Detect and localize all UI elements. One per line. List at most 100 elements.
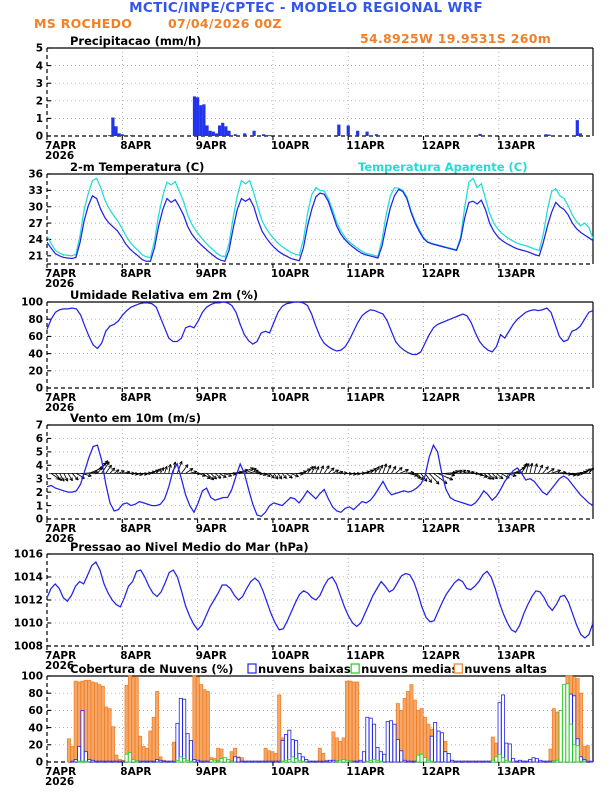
cloud-low-bar: [236, 757, 241, 763]
cloud-low-bar: [321, 760, 326, 763]
cloud-low-bar: [283, 734, 288, 763]
y-axis-tick-label: 0: [36, 383, 43, 395]
cloud-low-bar: [545, 760, 550, 763]
cloud-low-bar: [270, 760, 275, 763]
cloud-low-bar: [287, 729, 292, 763]
y-axis-tick-label: 0: [36, 514, 43, 526]
cloud-high-bar: [402, 697, 407, 763]
cloud-mid-bar: [219, 758, 224, 763]
cloud-mid-bar: [348, 760, 353, 763]
legend-label: nuvens medias: [361, 662, 458, 676]
x-axis-tick-label: 13APR: [497, 766, 536, 778]
cloud-mid-bar: [229, 760, 234, 763]
cloud-high-bar: [416, 710, 421, 763]
y-axis-tick-label: 1: [36, 500, 43, 512]
cloud-high-bar: [351, 681, 356, 763]
cloud-low-bar: [365, 716, 370, 763]
y-axis-tick-label: 40: [28, 722, 43, 734]
precip-bar: [224, 126, 228, 136]
x-axis-tick-label: 8APR: [120, 766, 151, 778]
cloud-high-bar: [107, 708, 112, 763]
cloud-low-bar: [246, 760, 251, 763]
cloud-high-bar: [267, 750, 271, 763]
cloud-mid-bar: [297, 759, 302, 763]
cloud-low-bar: [504, 742, 509, 763]
cloud-high-bar: [70, 746, 75, 763]
x-axis-tick-label: 13APR: [497, 268, 536, 280]
cloud-low-bar: [161, 760, 166, 763]
cloud-low-bar: [402, 759, 407, 763]
cloud-low-bar: [199, 760, 204, 763]
cloud-mid-bar: [287, 759, 292, 763]
cloud-low-bar: [243, 760, 248, 763]
precip-bar: [243, 133, 247, 136]
precip-bar: [233, 134, 237, 136]
cloud-high-bar: [317, 747, 322, 763]
cloud-mid-bar: [216, 760, 221, 763]
cloud-low-bar: [260, 760, 265, 763]
panel-cloud-cover: Cobertura de Nuvens (%) nuvens baixas nuve…: [0, 662, 612, 788]
cloud-high-bar: [141, 746, 146, 763]
cloud-mid-bar: [300, 760, 305, 763]
cloud-low-bar: [273, 760, 278, 763]
precip-bar: [252, 130, 256, 136]
cloud-high-bar: [585, 745, 590, 763]
y-axis-tick-label: 100: [21, 297, 43, 309]
precip-bar: [208, 130, 212, 136]
cloud-high-bar: [94, 682, 99, 763]
panel-title: Vento em 10m (m/s): [70, 411, 201, 425]
x-axis-tick-label: 10APR: [271, 650, 310, 662]
cloud-high-bar: [355, 681, 360, 763]
y-axis-tick-label: 80: [28, 314, 43, 326]
cloud-low-bar: [189, 740, 193, 763]
y-axis-tick-label: 20: [28, 740, 43, 752]
x-axis-tick-label: 11APR: [346, 650, 385, 662]
cloud-mid-bar: [572, 744, 577, 763]
cloud-mid-bar: [341, 759, 346, 763]
cloud-low-bar: [121, 760, 126, 763]
cloud-low-bar: [538, 759, 543, 763]
cloud-mid-bar: [77, 760, 82, 763]
cloud-low-bar: [446, 753, 451, 763]
cloud-mid-bar: [504, 759, 509, 763]
x-axis-tick-label: 13APR: [497, 392, 536, 404]
x-axis-year-label: 2026: [45, 533, 74, 545]
cloud-low-bar: [277, 760, 282, 763]
cloud-low-bar: [141, 760, 146, 763]
x-axis-year-label: 2026: [45, 660, 74, 672]
pressure-line: [46, 561, 594, 639]
panel-title: Pressao ao Nivel Medio do Mar (hPa): [70, 540, 309, 554]
precip-bar: [547, 134, 551, 136]
cloud-mid-bar: [507, 760, 512, 763]
x-axis-tick-label: 8APR: [120, 523, 151, 535]
cloud-low-bar: [514, 760, 519, 763]
cloud-high-bar: [87, 679, 92, 763]
panel-title: Umidade Relativa em 2m (%): [70, 288, 258, 302]
cloud-mid-bar: [222, 757, 227, 763]
cloud-mid-bar: [419, 753, 424, 763]
cloud-mid-bar: [558, 710, 563, 763]
cloud-low-bar: [436, 730, 441, 763]
y-axis-tick-label: 30: [28, 201, 43, 213]
cloud-high-bar: [321, 753, 326, 763]
cloud-high-bar: [97, 684, 102, 763]
cloud-low-bar: [168, 760, 173, 763]
precip-bar: [487, 135, 492, 137]
y-axis-tick-label: 5: [36, 447, 43, 459]
x-axis-tick-label: 11APR: [346, 268, 385, 280]
precip-bar: [578, 133, 583, 136]
cloud-high-bar: [127, 675, 132, 763]
cloud-low-bar: [77, 746, 82, 763]
legend-swatch: [350, 663, 360, 674]
cloud-low-bar: [328, 759, 333, 763]
cloud-high-bar: [579, 692, 583, 763]
cloud-mid-bar: [494, 756, 499, 763]
cloud-low-bar: [399, 750, 404, 763]
x-axis-tick-label: 10APR: [271, 140, 310, 152]
cloud-low-bar: [534, 758, 539, 763]
cloud-high-bar: [341, 737, 346, 763]
cloud-high-bar: [334, 737, 339, 763]
y-axis-tick-label: 2: [36, 487, 43, 499]
wind-speed-line: [46, 443, 594, 518]
y-axis-tick-label: 80: [28, 688, 43, 700]
